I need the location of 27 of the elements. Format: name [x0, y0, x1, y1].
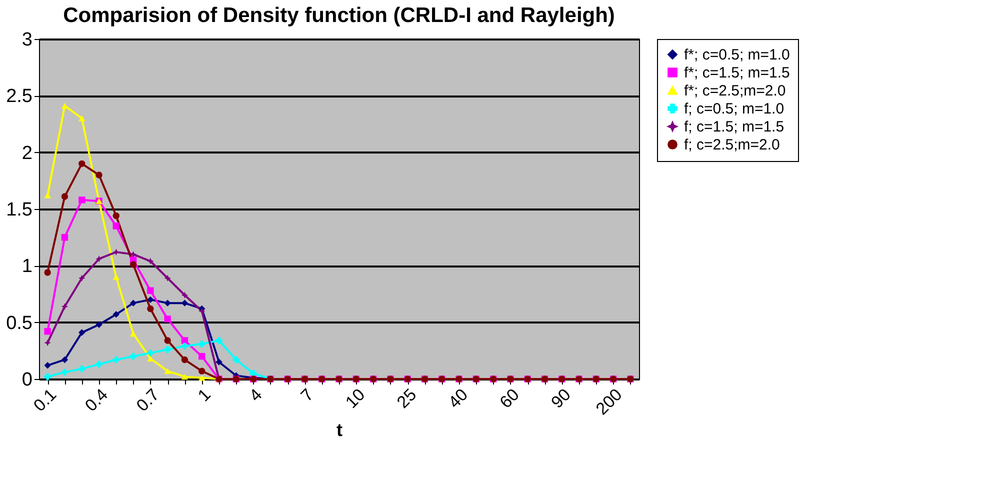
- x-tick-label: 1: [194, 385, 214, 406]
- legend-label: f*; c=0.5; m=1.0: [684, 46, 790, 64]
- x-tick-label: 0.1: [30, 385, 60, 416]
- x-tick-label: 25: [393, 385, 420, 412]
- chart-title: Comparision of Density function (CRLD-I and Rayleigh): [63, 4, 615, 27]
- x-tick-label: 7: [297, 385, 318, 406]
- y-tick-label: 1.5: [6, 200, 32, 220]
- x-tick-label: 200: [592, 385, 626, 419]
- y-tick-label: 2: [22, 142, 32, 164]
- x-axis-title: t: [336, 420, 342, 440]
- x-tick-label: 0.4: [81, 385, 112, 416]
- x-tick-label: 10: [342, 385, 369, 412]
- x-tick-label: 0.7: [132, 385, 163, 416]
- y-tick-label: 2.5: [6, 86, 32, 108]
- y-tick-label: 3: [22, 30, 32, 50]
- legend-label: f; c=2.5;m=2.0: [684, 136, 780, 154]
- legend-label: f; c=1.5; m=1.5: [684, 118, 784, 136]
- legend-label: f; c=0.5; m=1.0: [684, 100, 784, 118]
- legend-label: f*; c=1.5; m=1.5: [684, 64, 790, 82]
- y-tick-label: 1: [22, 256, 32, 278]
- x-tick-label: 40: [444, 385, 472, 412]
- y-tick-label: 0: [22, 370, 32, 390]
- legend-label: f*; c=2.5;m=2.0: [684, 82, 786, 100]
- x-tick-label: 90: [548, 385, 574, 412]
- x-tick-label: 4: [246, 385, 266, 406]
- x-tick-label: 60: [496, 385, 523, 412]
- y-tick-label: 0.5: [6, 312, 32, 334]
